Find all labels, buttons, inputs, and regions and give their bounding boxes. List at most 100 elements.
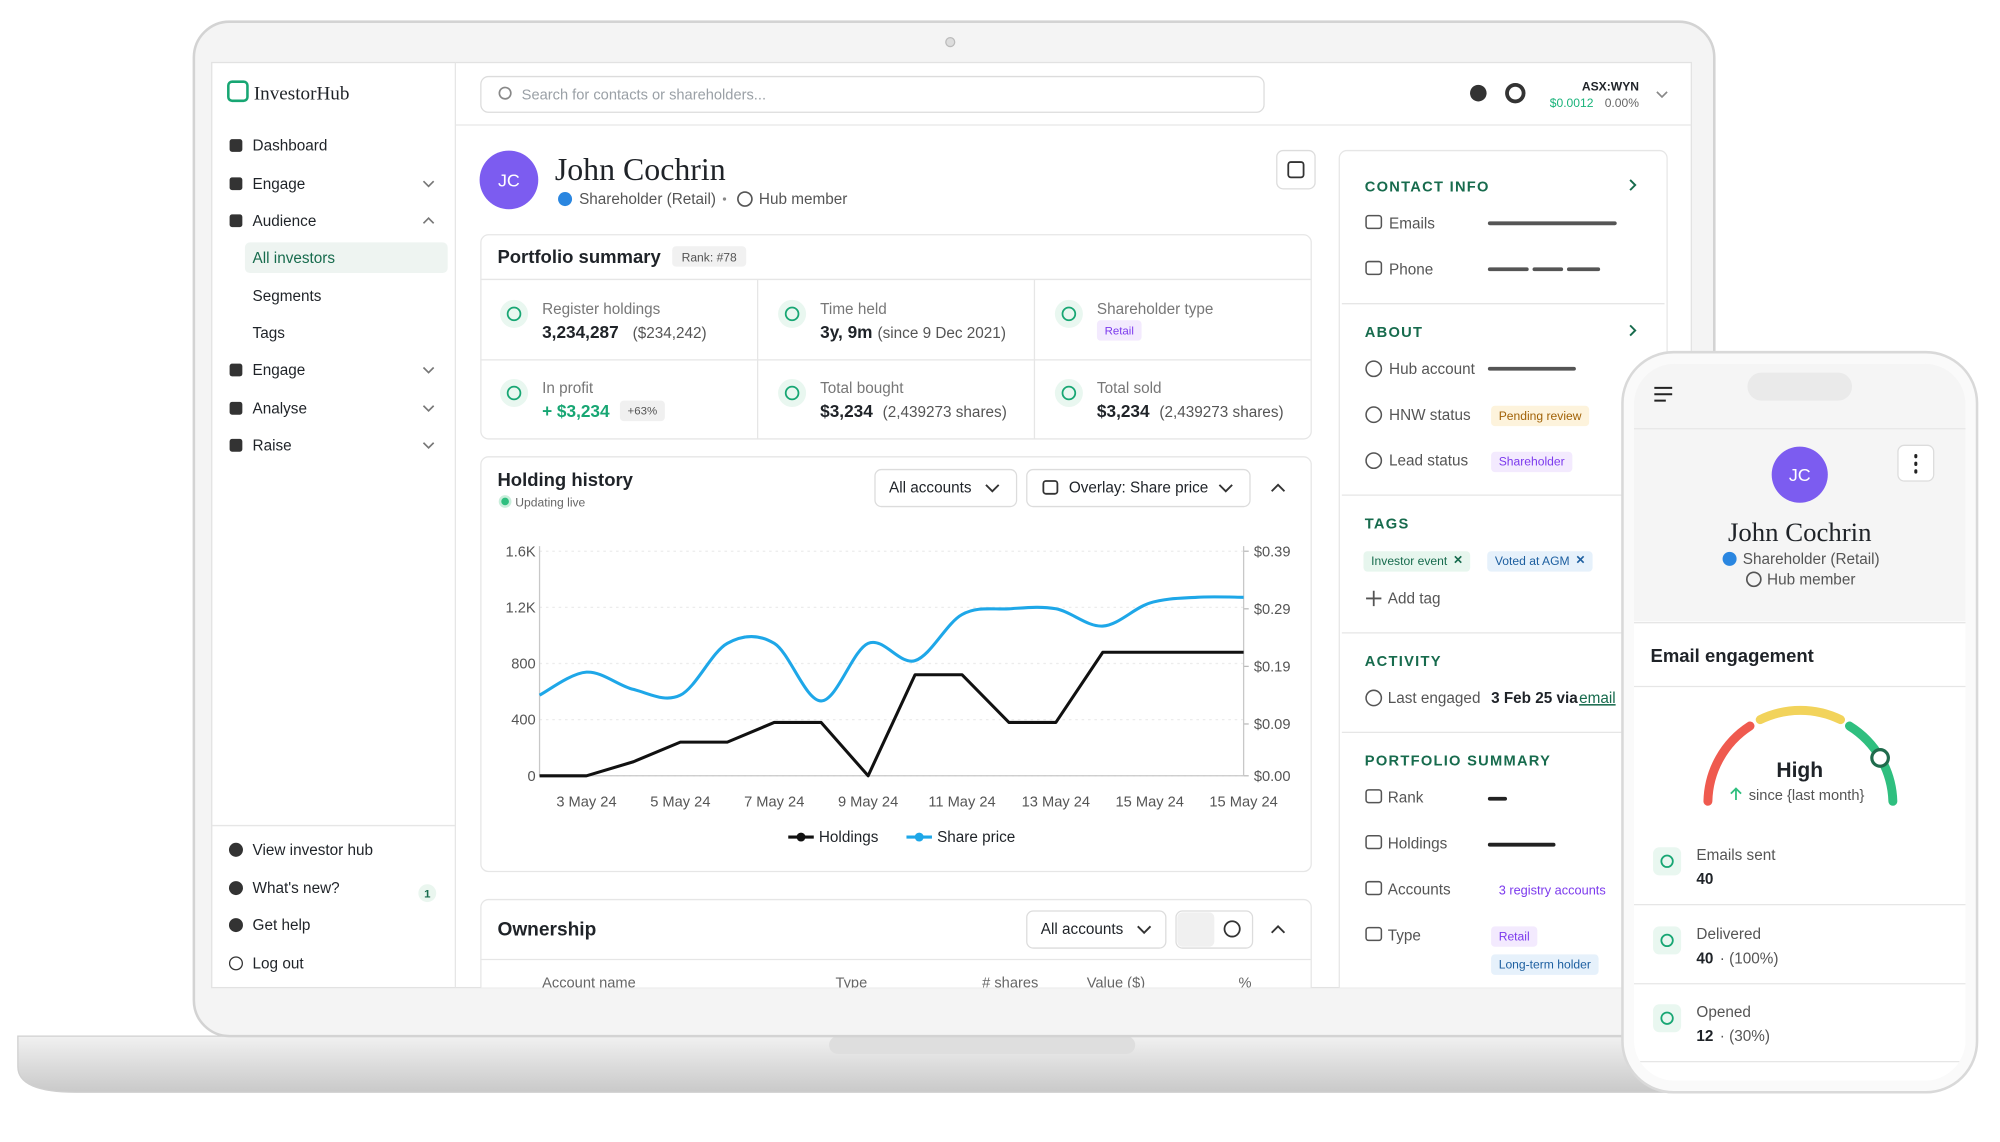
x-tick-label: 7 May 24 bbox=[744, 794, 804, 810]
cell-tag-bg bbox=[619, 400, 665, 422]
panel-toggle[interactable] bbox=[1276, 149, 1316, 190]
ownership-filter[interactable] bbox=[1026, 910, 1167, 949]
cell-value: $3,234 bbox=[820, 401, 873, 421]
y2-tick-label: $0.39 bbox=[1254, 544, 1291, 560]
card-title: Portfolio summary bbox=[497, 246, 661, 267]
profile-type: Shareholder (Retail) bbox=[579, 191, 716, 208]
phone-screen: JC John Cochrin Shareholder (Retail) Hub me… bbox=[1633, 363, 1966, 1081]
nav-item[interactable]: Dashboard bbox=[253, 138, 328, 155]
search-box[interactable] bbox=[480, 75, 1265, 113]
cell-label: Shareholder type bbox=[1097, 301, 1213, 318]
stat-glyph bbox=[1660, 933, 1674, 948]
cell-icon bbox=[778, 378, 807, 408]
row-label: Phone bbox=[1389, 261, 1433, 278]
nav-footer-item[interactable]: Log out bbox=[253, 955, 305, 972]
profile-name: John Cochrin bbox=[1728, 517, 1872, 547]
stat-icon bbox=[1653, 926, 1682, 955]
panel-toggle-icon bbox=[1287, 161, 1305, 179]
add-tag[interactable]: Add tag bbox=[1388, 591, 1441, 608]
avatar bbox=[1771, 446, 1828, 503]
x-tick-label: 3 May 24 bbox=[556, 794, 616, 810]
accounts-button-label[interactable]: All accounts bbox=[889, 480, 972, 497]
nav-item[interactable]: Engage bbox=[253, 362, 306, 379]
card-title: Ownership bbox=[497, 919, 596, 940]
x-tick-label: 13 May 24 bbox=[1022, 794, 1090, 810]
nav-icon bbox=[228, 956, 243, 971]
arrow bbox=[1629, 324, 1637, 337]
nav-icon bbox=[229, 177, 243, 191]
cell-icon bbox=[778, 299, 807, 328]
cell-value: 3y, 9m bbox=[820, 322, 872, 342]
row-label: Lead status bbox=[1389, 453, 1468, 470]
collapse-icon[interactable] bbox=[1271, 483, 1286, 492]
nav-item[interactable]: Analyse bbox=[253, 400, 307, 417]
overlay-button-label[interactable]: Overlay: Share price bbox=[1069, 480, 1208, 497]
nav-footer-item[interactable]: Get help bbox=[253, 917, 311, 934]
column-header: # shares bbox=[982, 976, 1038, 992]
accounts-button[interactable] bbox=[874, 468, 1018, 508]
cell-label: Total sold bbox=[1097, 380, 1162, 397]
settings-icon[interactable] bbox=[1505, 82, 1526, 104]
section-title: Email engagement bbox=[1651, 645, 1814, 666]
y-tick-label: 0 bbox=[528, 769, 536, 785]
nav-footer-item[interactable]: What's new? bbox=[253, 880, 340, 897]
ownership-filter-label[interactable]: All accounts bbox=[1041, 921, 1124, 938]
series-line bbox=[538, 595, 1244, 703]
cell-icon bbox=[1054, 378, 1083, 408]
row-icon bbox=[1365, 689, 1383, 707]
cell-tag: Retail bbox=[1105, 325, 1134, 337]
gauge-level: High bbox=[1776, 759, 1823, 782]
row-icon bbox=[1365, 926, 1383, 942]
nav-item[interactable]: Tags bbox=[253, 325, 286, 342]
user-icon[interactable] bbox=[1470, 84, 1487, 102]
y2-tick-label: $0.19 bbox=[1254, 659, 1291, 675]
x-tick-label: 9 May 24 bbox=[838, 794, 898, 810]
row-icon bbox=[1365, 260, 1383, 276]
row-icon bbox=[1365, 880, 1383, 896]
column-header: % bbox=[1239, 976, 1252, 992]
stat-label: Opened bbox=[1696, 1004, 1750, 1021]
tag-bg bbox=[1487, 551, 1593, 572]
type-tag: Long-term holder bbox=[1499, 957, 1591, 971]
stat-icon bbox=[1653, 1004, 1682, 1033]
accounts-tag-bg bbox=[1491, 880, 1614, 901]
cell-sub: (2,439273 shares) bbox=[1159, 404, 1283, 421]
row-icon bbox=[1365, 789, 1383, 804]
nav-icon bbox=[228, 881, 243, 896]
nav-item[interactable]: Audience bbox=[253, 213, 317, 230]
rank: Rank: #78 bbox=[682, 251, 737, 265]
stat-glyph bbox=[1660, 854, 1674, 868]
logo-icon bbox=[227, 80, 249, 103]
overlay-button[interactable] bbox=[1026, 468, 1251, 508]
stat-label: Emails sent bbox=[1696, 847, 1776, 864]
cell-icon bbox=[500, 299, 529, 328]
cell-icon bbox=[1054, 299, 1083, 328]
nav-icon bbox=[228, 918, 243, 933]
live-dot bbox=[498, 495, 512, 508]
chart-subtitle: Updating live bbox=[515, 496, 585, 510]
cell-label: Register holdings bbox=[542, 301, 661, 318]
verified-icon bbox=[558, 192, 573, 207]
arrow bbox=[1629, 179, 1637, 191]
nav-item[interactable]: Segments bbox=[253, 288, 322, 305]
tag: Voted at AGM bbox=[1495, 554, 1570, 568]
y-tick-label: 400 bbox=[511, 713, 535, 729]
nav-item[interactable]: Engage bbox=[253, 176, 306, 193]
nav-icon bbox=[229, 139, 243, 152]
nav-item[interactable]: All investors bbox=[253, 250, 336, 267]
tag-remove[interactable] bbox=[1576, 555, 1585, 564]
ticker: ASX:WYN bbox=[1582, 80, 1639, 94]
section-title: ABOUT bbox=[1365, 325, 1423, 341]
view-toggle-active bbox=[1177, 912, 1215, 947]
profile-type: Shareholder (Retail) bbox=[1743, 551, 1880, 568]
nav-footer-item[interactable]: View investor hub bbox=[253, 842, 373, 859]
cell-value: 3,234,287 bbox=[542, 322, 619, 342]
activity-value: 3 Feb 25 via bbox=[1491, 690, 1578, 707]
legend-label: Share price bbox=[937, 829, 1015, 846]
section-title: TAGS bbox=[1365, 516, 1410, 532]
cell-icon-glyph bbox=[1061, 385, 1077, 401]
activity-link[interactable]: email bbox=[1579, 690, 1616, 707]
tag-remove[interactable] bbox=[1454, 555, 1462, 564]
nav-item[interactable]: Raise bbox=[253, 437, 292, 454]
